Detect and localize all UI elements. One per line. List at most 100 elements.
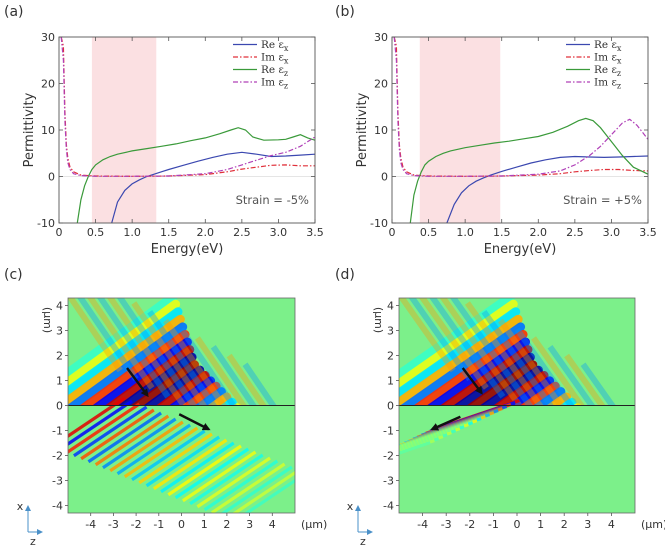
transmitted-wavefront bbox=[203, 459, 279, 512]
x-tick-label: 4 bbox=[269, 518, 276, 531]
scattered-ripple bbox=[439, 298, 522, 408]
x-tick-label: 3.5 bbox=[639, 226, 657, 239]
x-tick-label: 3 bbox=[584, 518, 591, 531]
y-tick-label: 0 bbox=[56, 400, 63, 413]
legend-label-sub: x bbox=[284, 44, 289, 53]
refracted-arrow bbox=[430, 415, 461, 431]
series-line-1 bbox=[111, 151, 315, 223]
transmitted-wavefront bbox=[68, 396, 126, 439]
scattered-ripple bbox=[399, 298, 456, 373]
x-tick-label: 2.5 bbox=[233, 226, 251, 239]
series-line-3 bbox=[409, 117, 648, 223]
y-tick-label: -4 bbox=[52, 500, 63, 513]
lower-medium bbox=[399, 405, 635, 513]
y-tick-label: 1 bbox=[387, 375, 394, 388]
strain-annotation: Strain = +5% bbox=[563, 193, 642, 207]
panel-label-d: (d) bbox=[335, 267, 355, 283]
transmitted-wavefront bbox=[138, 432, 213, 485]
legend-label-sub: x bbox=[617, 57, 622, 66]
incident-wavefront bbox=[399, 307, 521, 399]
x-tick-label: 2.5 bbox=[566, 226, 584, 239]
y-unit-label: (μm) bbox=[372, 307, 385, 333]
x-tick-label: 2 bbox=[561, 518, 568, 531]
transmitted-wavefront bbox=[181, 450, 257, 503]
transmitted-wavefront bbox=[399, 440, 431, 455]
incident-wavefront bbox=[399, 322, 526, 414]
y-tick-label: -10 bbox=[37, 217, 55, 230]
highlight-band bbox=[91, 37, 157, 223]
legend-label-4: Im εz bbox=[594, 77, 621, 91]
scattered-ripple bbox=[68, 298, 123, 373]
scattered-ripple bbox=[464, 301, 555, 425]
transmitted-wavefront bbox=[160, 441, 235, 494]
incident-wavefront bbox=[68, 322, 188, 414]
scattered-ripple bbox=[449, 298, 539, 416]
y-axis-label: Permittivity bbox=[355, 92, 370, 167]
legend-label-2: Im εx bbox=[594, 52, 622, 66]
y-tick-label: 30 bbox=[41, 31, 55, 44]
transmitted-wavefront bbox=[152, 438, 228, 491]
series-line-1 bbox=[446, 155, 648, 223]
legend-label-main: Im ε bbox=[261, 52, 284, 64]
transmitted-wavefront bbox=[189, 453, 264, 506]
x-tick-label: 0 bbox=[389, 226, 396, 239]
incident-wavefront bbox=[403, 329, 528, 420]
legend-label-sub: z bbox=[617, 69, 621, 78]
x-tick-label: -3 bbox=[441, 518, 452, 531]
x-tick-label: 0.5 bbox=[87, 226, 105, 239]
legend-label-main: Re ε bbox=[594, 64, 617, 76]
permittivity-chart-a: 0 0.5 1.0 1.5 2.0 2.5 3.0 3.5-100102030Energy(e… bbox=[22, 31, 324, 257]
y-tick-label: -4 bbox=[383, 500, 394, 513]
y-tick-label: 4 bbox=[56, 300, 63, 313]
panel-label-a: (a) bbox=[4, 4, 24, 20]
transmitted-wavefront bbox=[80, 408, 155, 461]
y-tick-label: 0 bbox=[387, 400, 394, 413]
transmitted-wavefront bbox=[68, 402, 141, 454]
y-tick-label: 0 bbox=[48, 171, 55, 184]
x-tick-label: 2.0 bbox=[197, 226, 215, 239]
legend-label-main: Im ε bbox=[594, 77, 617, 89]
x-tick-label: -3 bbox=[108, 518, 119, 531]
x-tick-label: -2 bbox=[464, 518, 475, 531]
y-tick-label: 4 bbox=[387, 300, 394, 313]
x-tick-label: 1.5 bbox=[493, 226, 511, 239]
incident-wavefront bbox=[68, 299, 181, 388]
transmitted-wavefront bbox=[243, 478, 295, 513]
y-tick-label: -1 bbox=[52, 425, 63, 438]
scattered-ripple bbox=[131, 301, 219, 425]
scattered-ripple bbox=[116, 298, 203, 416]
x-tick-label: 1 bbox=[201, 518, 208, 531]
transmitted-wavefront bbox=[109, 420, 184, 473]
transmitted-wavefront bbox=[174, 447, 250, 500]
scattered-ripple bbox=[77, 298, 139, 381]
axis-indicator-x-label: x bbox=[17, 500, 24, 513]
legend-label-sub: z bbox=[284, 82, 288, 91]
x-tick-label: -2 bbox=[131, 518, 142, 531]
y-tick-label: -10 bbox=[370, 217, 388, 230]
y-tick-label: 10 bbox=[41, 124, 55, 137]
scattered-ripple bbox=[106, 298, 187, 408]
y-tick-label: 3 bbox=[56, 325, 63, 338]
x-tick-label: 3 bbox=[246, 518, 253, 531]
axis-indicator-z-label: z bbox=[30, 535, 36, 548]
legend-label-sub: x bbox=[617, 44, 622, 53]
strain-annotation: Strain = -5% bbox=[236, 193, 309, 207]
transmitted-wavefront bbox=[232, 470, 295, 513]
x-unit-label: (μm) bbox=[641, 518, 665, 531]
incident-arrow bbox=[461, 367, 483, 395]
scattered-ripple bbox=[87, 298, 155, 390]
y-tick-label: 3 bbox=[387, 325, 394, 338]
y-unit-label: (μm) bbox=[41, 307, 54, 333]
scattered-ripple bbox=[408, 298, 473, 381]
transmitted-wavefront bbox=[94, 414, 170, 467]
transmitted-wavefront bbox=[196, 456, 271, 509]
x-tick-label: 1.0 bbox=[456, 226, 474, 239]
x-axis-label: Energy(eV) bbox=[151, 242, 224, 257]
transmitted-wavefront bbox=[220, 465, 293, 513]
x-tick-label: 0 bbox=[56, 226, 63, 239]
legend-label-sub: z bbox=[617, 82, 621, 91]
x-tick-label: 1.0 bbox=[123, 226, 141, 239]
scattered-ripple bbox=[418, 298, 489, 390]
legend-label-3: Re εz bbox=[261, 64, 288, 78]
